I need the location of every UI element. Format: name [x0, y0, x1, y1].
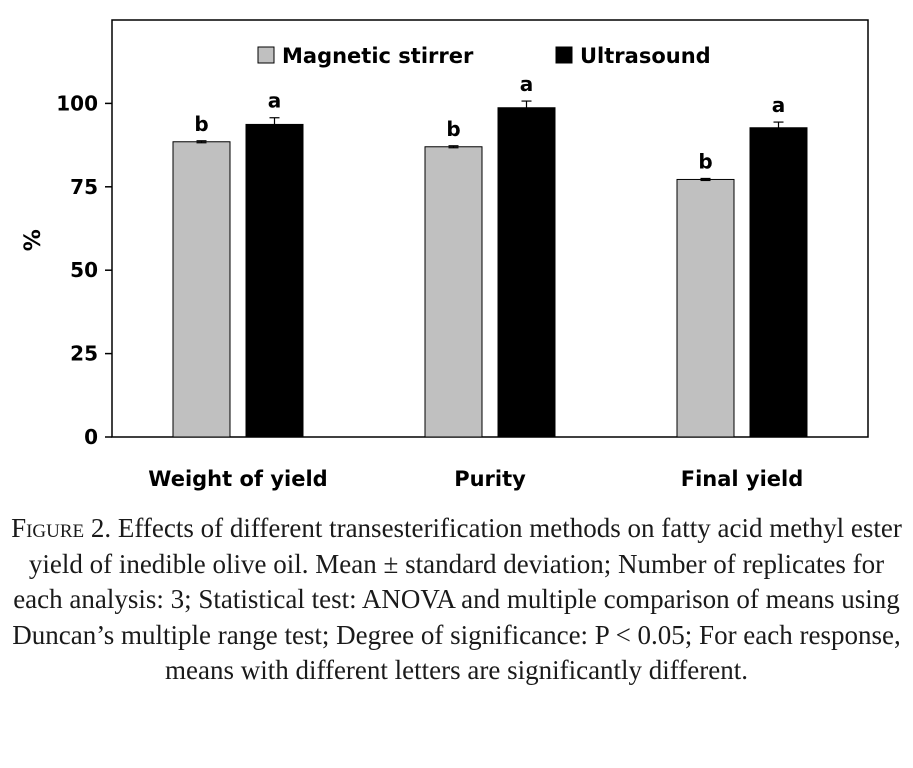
caption-text: Effects of different transesterification…	[12, 513, 902, 685]
legend-label: Magnetic stirrer	[282, 44, 474, 68]
significance-letter: a	[268, 89, 282, 113]
bar	[497, 107, 556, 438]
x-tick-label: Purity	[454, 467, 526, 491]
x-tick-label: Final yield	[681, 467, 804, 491]
x-tick-label: Weight of yield	[148, 467, 327, 491]
figure-caption: Figure 2. Effects of different transeste…	[10, 511, 903, 689]
y-tick-label: 75	[70, 175, 98, 199]
plot-frame	[111, 19, 869, 438]
bar	[245, 123, 304, 438]
bar	[676, 178, 735, 438]
significance-letter: b	[194, 112, 208, 136]
y-tick-label: 0	[84, 425, 98, 449]
y-tick-label: 25	[70, 342, 98, 366]
bar	[749, 127, 808, 438]
significance-letter: b	[446, 117, 460, 141]
significance-letter: b	[698, 149, 712, 173]
bar-chart: 0 25 50 75 100% b a Weight of yield b a Purity b a Fi…	[21, 19, 869, 491]
significance-letter: a	[772, 93, 786, 117]
bar	[172, 141, 231, 438]
legend-swatch	[555, 46, 573, 64]
y-tick-label: 100	[56, 91, 98, 115]
y-axis-label: %	[21, 229, 46, 251]
figure-label: Figure 2.	[11, 513, 112, 543]
bar	[424, 146, 483, 438]
y-tick-label: 50	[70, 258, 98, 282]
legend-swatch	[257, 46, 275, 64]
significance-letter: a	[520, 72, 534, 96]
plot-area: 0 25 50 75 100% b a Weight of yield b a Purity b a Fi…	[21, 19, 869, 491]
legend-label: Ultrasound	[580, 44, 711, 68]
